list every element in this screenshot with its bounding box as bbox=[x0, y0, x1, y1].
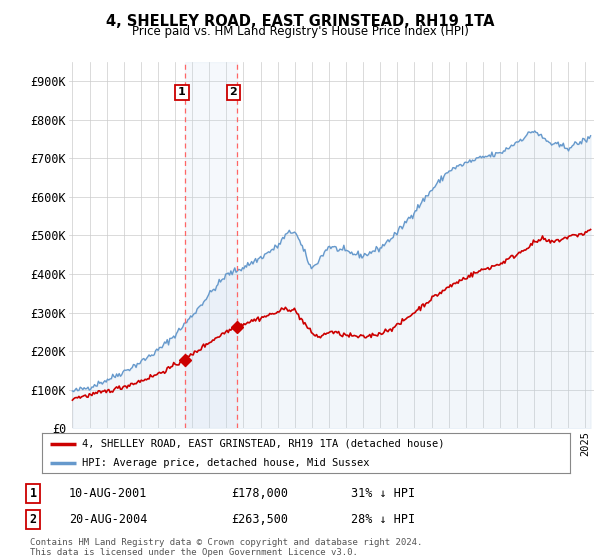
Text: 4, SHELLEY ROAD, EAST GRINSTEAD, RH19 1TA (detached house): 4, SHELLEY ROAD, EAST GRINSTEAD, RH19 1T… bbox=[82, 439, 444, 449]
Text: 10-AUG-2001: 10-AUG-2001 bbox=[69, 487, 148, 501]
Text: Price paid vs. HM Land Registry's House Price Index (HPI): Price paid vs. HM Land Registry's House … bbox=[131, 25, 469, 38]
Text: 4, SHELLEY ROAD, EAST GRINSTEAD, RH19 1TA: 4, SHELLEY ROAD, EAST GRINSTEAD, RH19 1T… bbox=[106, 14, 494, 29]
Text: HPI: Average price, detached house, Mid Sussex: HPI: Average price, detached house, Mid … bbox=[82, 458, 369, 468]
Text: Contains HM Land Registry data © Crown copyright and database right 2024.
This d: Contains HM Land Registry data © Crown c… bbox=[30, 538, 422, 557]
Text: 1: 1 bbox=[29, 487, 37, 501]
Text: 2: 2 bbox=[229, 87, 237, 97]
Text: 31% ↓ HPI: 31% ↓ HPI bbox=[351, 487, 415, 501]
Text: £263,500: £263,500 bbox=[231, 513, 288, 526]
Text: 1: 1 bbox=[178, 87, 186, 97]
Text: 20-AUG-2004: 20-AUG-2004 bbox=[69, 513, 148, 526]
Bar bbox=[185, 62, 236, 428]
Text: 28% ↓ HPI: 28% ↓ HPI bbox=[351, 513, 415, 526]
Text: £178,000: £178,000 bbox=[231, 487, 288, 501]
Text: 2: 2 bbox=[29, 513, 37, 526]
